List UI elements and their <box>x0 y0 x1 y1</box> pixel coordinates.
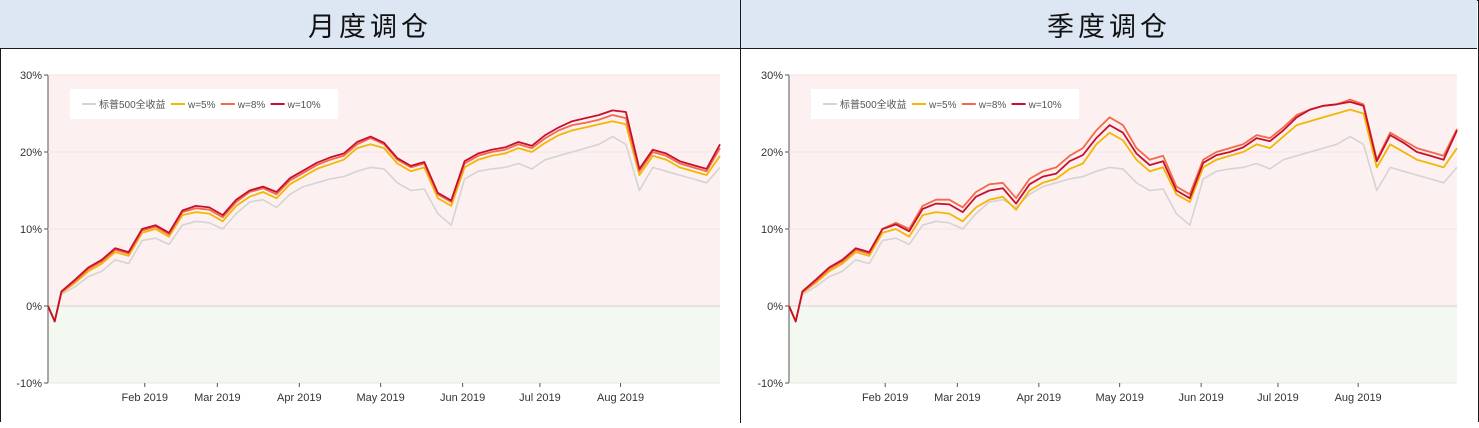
panel-title-quarterly: 季度调仓 <box>741 0 1477 49</box>
y-tick-label: 0% <box>767 301 783 313</box>
chart-monthly: 30% 20% 10% 0% -10% Feb 2019 Mar 2019 Apr 2019 M… <box>16 70 721 404</box>
panel-title-monthly: 月度调仓 <box>0 0 740 49</box>
legend-label: 标普500全收益 <box>99 98 166 111</box>
y-tick-label: 30% <box>20 70 42 82</box>
panel-divider <box>740 0 741 423</box>
series-line-1 <box>788 108 1458 323</box>
y-tick-label: -10% <box>757 378 783 390</box>
x-tick-label: Jun 2019 <box>440 392 485 404</box>
x-tick-label: May 2019 <box>356 392 404 404</box>
x-tick-label: May 2019 <box>1096 392 1144 404</box>
y-tick-label: 10% <box>20 224 42 236</box>
x-tick-label: Feb 2019 <box>862 392 908 404</box>
y-tick-label: 20% <box>20 147 42 159</box>
y-tick-label: 30% <box>761 70 783 82</box>
x-tick-label: Jun 2019 <box>1179 392 1224 404</box>
legend-label: w=5% <box>187 100 216 111</box>
series-line-3 <box>47 109 721 323</box>
legend-label: 标普500全收益 <box>840 98 907 111</box>
legend-label: w=8% <box>978 100 1007 111</box>
y-tick-label: 10% <box>761 224 783 236</box>
legend-label: w=10% <box>1028 100 1062 111</box>
chart-panel-monthly: 30% 20% 10% 0% -10% Feb 2019 Mar 2019 Apr 2019 M… <box>0 49 740 423</box>
series-line-1 <box>47 120 721 323</box>
legend-box <box>70 89 338 119</box>
x-tick-label: Feb 2019 <box>122 392 168 404</box>
legend-label: w=10% <box>287 100 321 111</box>
y-tick-label: 0% <box>26 301 42 313</box>
series-line-3 <box>788 101 1458 323</box>
x-tick-label: Apr 2019 <box>277 392 322 404</box>
legend-box <box>811 89 1079 119</box>
x-tick-label: Mar 2019 <box>934 392 980 404</box>
legend-label: w=5% <box>928 100 957 111</box>
x-tick-label: Aug 2019 <box>597 392 644 404</box>
series-line-2 <box>47 114 721 323</box>
chart-panel-quarterly: 30% 20% 10% 0% -10% Feb 2019 Mar 2019 Apr 2019 M… <box>741 49 1477 423</box>
chart-quarterly: 30% 20% 10% 0% -10% Feb 2019 Mar 2019 Apr 2019 M… <box>757 70 1458 404</box>
y-tick-label: 20% <box>761 147 783 159</box>
plot-area-negative <box>48 306 720 383</box>
series-line-0 <box>47 135 721 323</box>
x-tick-label: Aug 2019 <box>1335 392 1382 404</box>
plot-area-negative <box>789 306 1457 383</box>
series-line-0 <box>788 135 1458 323</box>
legend-label: w=8% <box>237 100 266 111</box>
x-tick-label: Mar 2019 <box>194 392 240 404</box>
y-tick-label: -10% <box>16 378 42 390</box>
x-tick-label: Apr 2019 <box>1017 392 1062 404</box>
x-tick-label: Jul 2019 <box>519 392 561 404</box>
x-tick-label: Jul 2019 <box>1257 392 1299 404</box>
